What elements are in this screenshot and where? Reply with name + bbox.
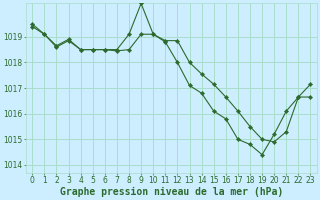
X-axis label: Graphe pression niveau de la mer (hPa): Graphe pression niveau de la mer (hPa) — [60, 186, 283, 197]
